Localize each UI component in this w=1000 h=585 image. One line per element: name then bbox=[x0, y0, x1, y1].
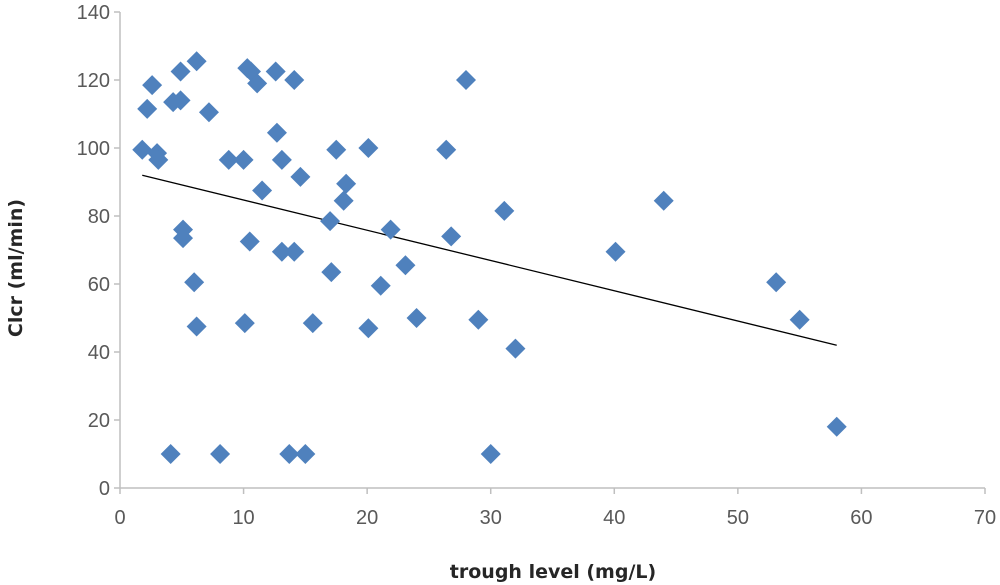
x-axis-title: trough level (mg/L) bbox=[450, 561, 656, 583]
data-point bbox=[284, 241, 305, 262]
data-point bbox=[184, 272, 205, 293]
y-tick-label: 0 bbox=[99, 478, 110, 500]
data-point bbox=[265, 61, 286, 82]
trendline bbox=[142, 174, 837, 346]
x-tick-label: 0 bbox=[114, 507, 125, 529]
y-tick-label: 20 bbox=[88, 410, 110, 432]
data-point bbox=[266, 122, 287, 143]
y-tick-label: 80 bbox=[88, 206, 110, 228]
data-point bbox=[233, 149, 254, 170]
data-point bbox=[234, 313, 255, 334]
data-point bbox=[295, 444, 316, 464]
data-point bbox=[186, 51, 207, 72]
data-point bbox=[826, 416, 847, 437]
data-point bbox=[505, 338, 526, 359]
data-point bbox=[789, 309, 810, 330]
data-point bbox=[198, 102, 219, 123]
data-point bbox=[239, 231, 260, 252]
data-point bbox=[336, 173, 357, 194]
data-point bbox=[271, 241, 292, 262]
x-tick-label: 40 bbox=[603, 507, 625, 529]
axes: 0 20 40 60 80 100 120 140 0 10 20 30 40 50 60 70 bbox=[77, 2, 997, 529]
x-tick-label: 60 bbox=[850, 507, 872, 529]
x-tick-label: 70 bbox=[974, 507, 996, 529]
data-point bbox=[279, 444, 300, 464]
data-point bbox=[170, 90, 191, 111]
x-tick-label: 50 bbox=[727, 507, 749, 529]
data-point bbox=[494, 200, 515, 221]
data-point bbox=[436, 139, 457, 160]
y-axis-title: Clcr (ml/min) bbox=[5, 199, 27, 337]
data-point bbox=[358, 318, 379, 339]
data-point bbox=[170, 61, 191, 82]
data-point bbox=[370, 275, 391, 296]
data-point bbox=[468, 309, 489, 330]
x-tick-label: 30 bbox=[480, 507, 502, 529]
data-point bbox=[395, 255, 416, 276]
y-tick-label: 60 bbox=[88, 274, 110, 296]
data-point bbox=[766, 272, 787, 293]
trendline-layer bbox=[142, 174, 837, 346]
x-tick-label: 10 bbox=[232, 507, 254, 529]
data-point bbox=[284, 70, 305, 90]
data-point bbox=[173, 228, 194, 249]
data-point bbox=[290, 166, 311, 187]
data-point bbox=[605, 241, 626, 262]
data-point bbox=[210, 444, 231, 464]
y-tick-label: 120 bbox=[77, 70, 110, 92]
data-point bbox=[218, 149, 239, 170]
data-point bbox=[160, 444, 181, 464]
y-tick-label: 140 bbox=[77, 2, 110, 24]
data-point bbox=[326, 139, 347, 160]
data-point bbox=[186, 316, 207, 337]
data-point bbox=[358, 138, 379, 158]
data-point bbox=[271, 149, 292, 170]
data-point bbox=[456, 70, 476, 90]
data-point bbox=[653, 190, 674, 211]
data-point bbox=[142, 75, 163, 96]
data-point bbox=[406, 308, 427, 328]
data-point bbox=[480, 444, 501, 464]
data-point bbox=[321, 262, 342, 283]
y-tick-label: 100 bbox=[77, 138, 110, 160]
data-point bbox=[441, 226, 462, 247]
y-tick-label: 40 bbox=[88, 342, 110, 364]
data-point bbox=[247, 73, 268, 94]
data-point bbox=[302, 313, 323, 334]
data-point bbox=[333, 190, 354, 211]
data-point bbox=[132, 139, 153, 160]
x-tick-label: 20 bbox=[356, 507, 378, 529]
data-point bbox=[137, 98, 158, 119]
data-point bbox=[148, 149, 169, 170]
data-point bbox=[252, 180, 273, 201]
data-points bbox=[132, 51, 847, 464]
data-point bbox=[320, 211, 341, 232]
data-point bbox=[380, 219, 401, 240]
